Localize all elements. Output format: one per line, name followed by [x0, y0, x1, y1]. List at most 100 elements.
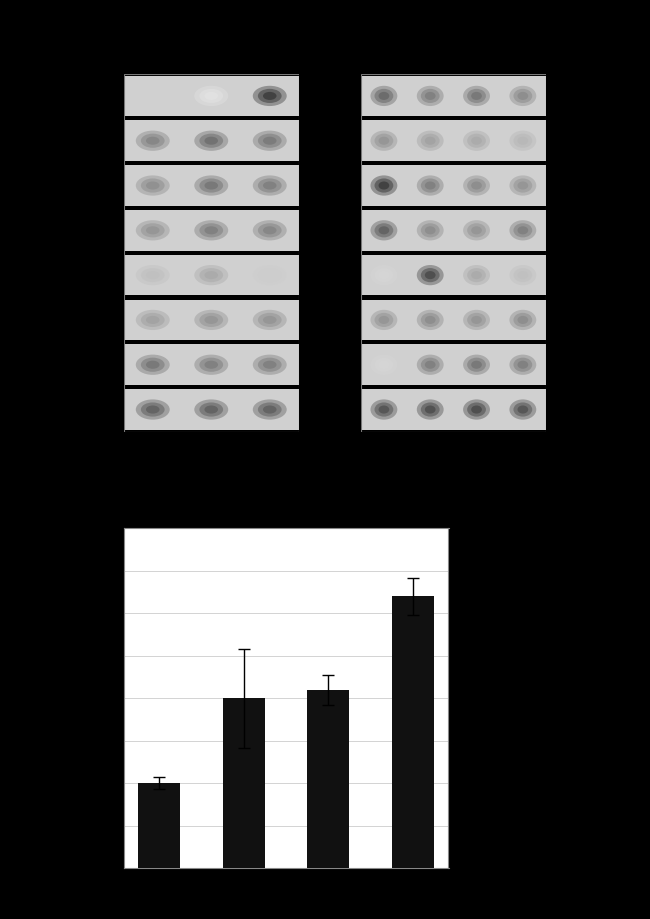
Bar: [124, 255, 299, 295]
Ellipse shape: [510, 265, 536, 285]
Ellipse shape: [471, 360, 482, 369]
Ellipse shape: [471, 181, 482, 189]
Ellipse shape: [517, 92, 528, 100]
Ellipse shape: [200, 403, 223, 416]
Ellipse shape: [417, 265, 444, 285]
Ellipse shape: [467, 133, 486, 148]
Ellipse shape: [378, 226, 389, 234]
Ellipse shape: [141, 133, 164, 148]
Bar: [361, 210, 546, 251]
Ellipse shape: [194, 265, 228, 285]
Ellipse shape: [467, 268, 486, 282]
Ellipse shape: [258, 312, 281, 327]
Ellipse shape: [425, 271, 436, 279]
Ellipse shape: [136, 400, 170, 420]
Ellipse shape: [141, 312, 164, 327]
Ellipse shape: [425, 181, 436, 189]
Ellipse shape: [417, 176, 444, 196]
Ellipse shape: [514, 223, 532, 237]
Bar: [124, 345, 299, 385]
Ellipse shape: [200, 312, 223, 327]
Bar: [391, 596, 434, 868]
Ellipse shape: [421, 223, 439, 237]
Ellipse shape: [514, 133, 532, 148]
Ellipse shape: [136, 310, 170, 330]
Ellipse shape: [471, 405, 482, 414]
Ellipse shape: [146, 181, 159, 189]
Bar: [361, 255, 546, 295]
Ellipse shape: [425, 92, 436, 100]
Ellipse shape: [510, 310, 536, 330]
Ellipse shape: [200, 178, 223, 193]
Ellipse shape: [263, 181, 276, 189]
Ellipse shape: [463, 176, 490, 196]
Ellipse shape: [471, 226, 482, 234]
Ellipse shape: [514, 403, 532, 416]
Ellipse shape: [421, 89, 439, 103]
Ellipse shape: [141, 357, 164, 372]
Ellipse shape: [370, 221, 397, 241]
Bar: [361, 345, 546, 385]
Ellipse shape: [205, 405, 218, 414]
Ellipse shape: [253, 85, 287, 106]
Ellipse shape: [200, 133, 223, 148]
Ellipse shape: [263, 405, 276, 414]
Bar: [124, 75, 299, 116]
Ellipse shape: [136, 130, 170, 151]
Ellipse shape: [258, 178, 281, 193]
Ellipse shape: [471, 137, 482, 145]
Ellipse shape: [263, 271, 276, 279]
Ellipse shape: [253, 221, 287, 241]
Ellipse shape: [425, 226, 436, 234]
Ellipse shape: [194, 85, 228, 106]
Ellipse shape: [263, 316, 276, 324]
Bar: [124, 390, 299, 430]
Ellipse shape: [463, 355, 490, 375]
Ellipse shape: [467, 312, 486, 327]
Ellipse shape: [463, 265, 490, 285]
Ellipse shape: [253, 176, 287, 196]
Ellipse shape: [514, 357, 532, 372]
Ellipse shape: [258, 357, 281, 372]
Ellipse shape: [417, 130, 444, 151]
Ellipse shape: [374, 223, 393, 237]
Ellipse shape: [374, 312, 393, 327]
Ellipse shape: [370, 400, 397, 420]
Ellipse shape: [463, 400, 490, 420]
Ellipse shape: [514, 312, 532, 327]
Bar: [361, 390, 546, 430]
Ellipse shape: [421, 178, 439, 193]
Ellipse shape: [205, 181, 218, 189]
Ellipse shape: [417, 85, 444, 106]
Ellipse shape: [146, 405, 159, 414]
Ellipse shape: [258, 403, 281, 416]
Ellipse shape: [425, 316, 436, 324]
Ellipse shape: [510, 355, 536, 375]
Bar: [124, 210, 299, 251]
Ellipse shape: [263, 92, 276, 100]
Ellipse shape: [467, 89, 486, 103]
Ellipse shape: [136, 221, 170, 241]
Ellipse shape: [205, 226, 218, 234]
Ellipse shape: [263, 226, 276, 234]
Ellipse shape: [463, 221, 490, 241]
Ellipse shape: [146, 137, 159, 145]
Ellipse shape: [258, 89, 281, 103]
Ellipse shape: [425, 137, 436, 145]
Bar: [361, 120, 546, 161]
Ellipse shape: [510, 221, 536, 241]
Ellipse shape: [471, 316, 482, 324]
Ellipse shape: [467, 403, 486, 416]
Ellipse shape: [417, 355, 444, 375]
Ellipse shape: [421, 133, 439, 148]
Ellipse shape: [517, 316, 528, 324]
Bar: [124, 300, 299, 340]
Ellipse shape: [370, 355, 397, 375]
Ellipse shape: [378, 181, 389, 189]
Ellipse shape: [510, 176, 536, 196]
Ellipse shape: [370, 265, 397, 285]
Ellipse shape: [141, 178, 164, 193]
Ellipse shape: [514, 178, 532, 193]
Ellipse shape: [425, 360, 436, 369]
Ellipse shape: [421, 403, 439, 416]
